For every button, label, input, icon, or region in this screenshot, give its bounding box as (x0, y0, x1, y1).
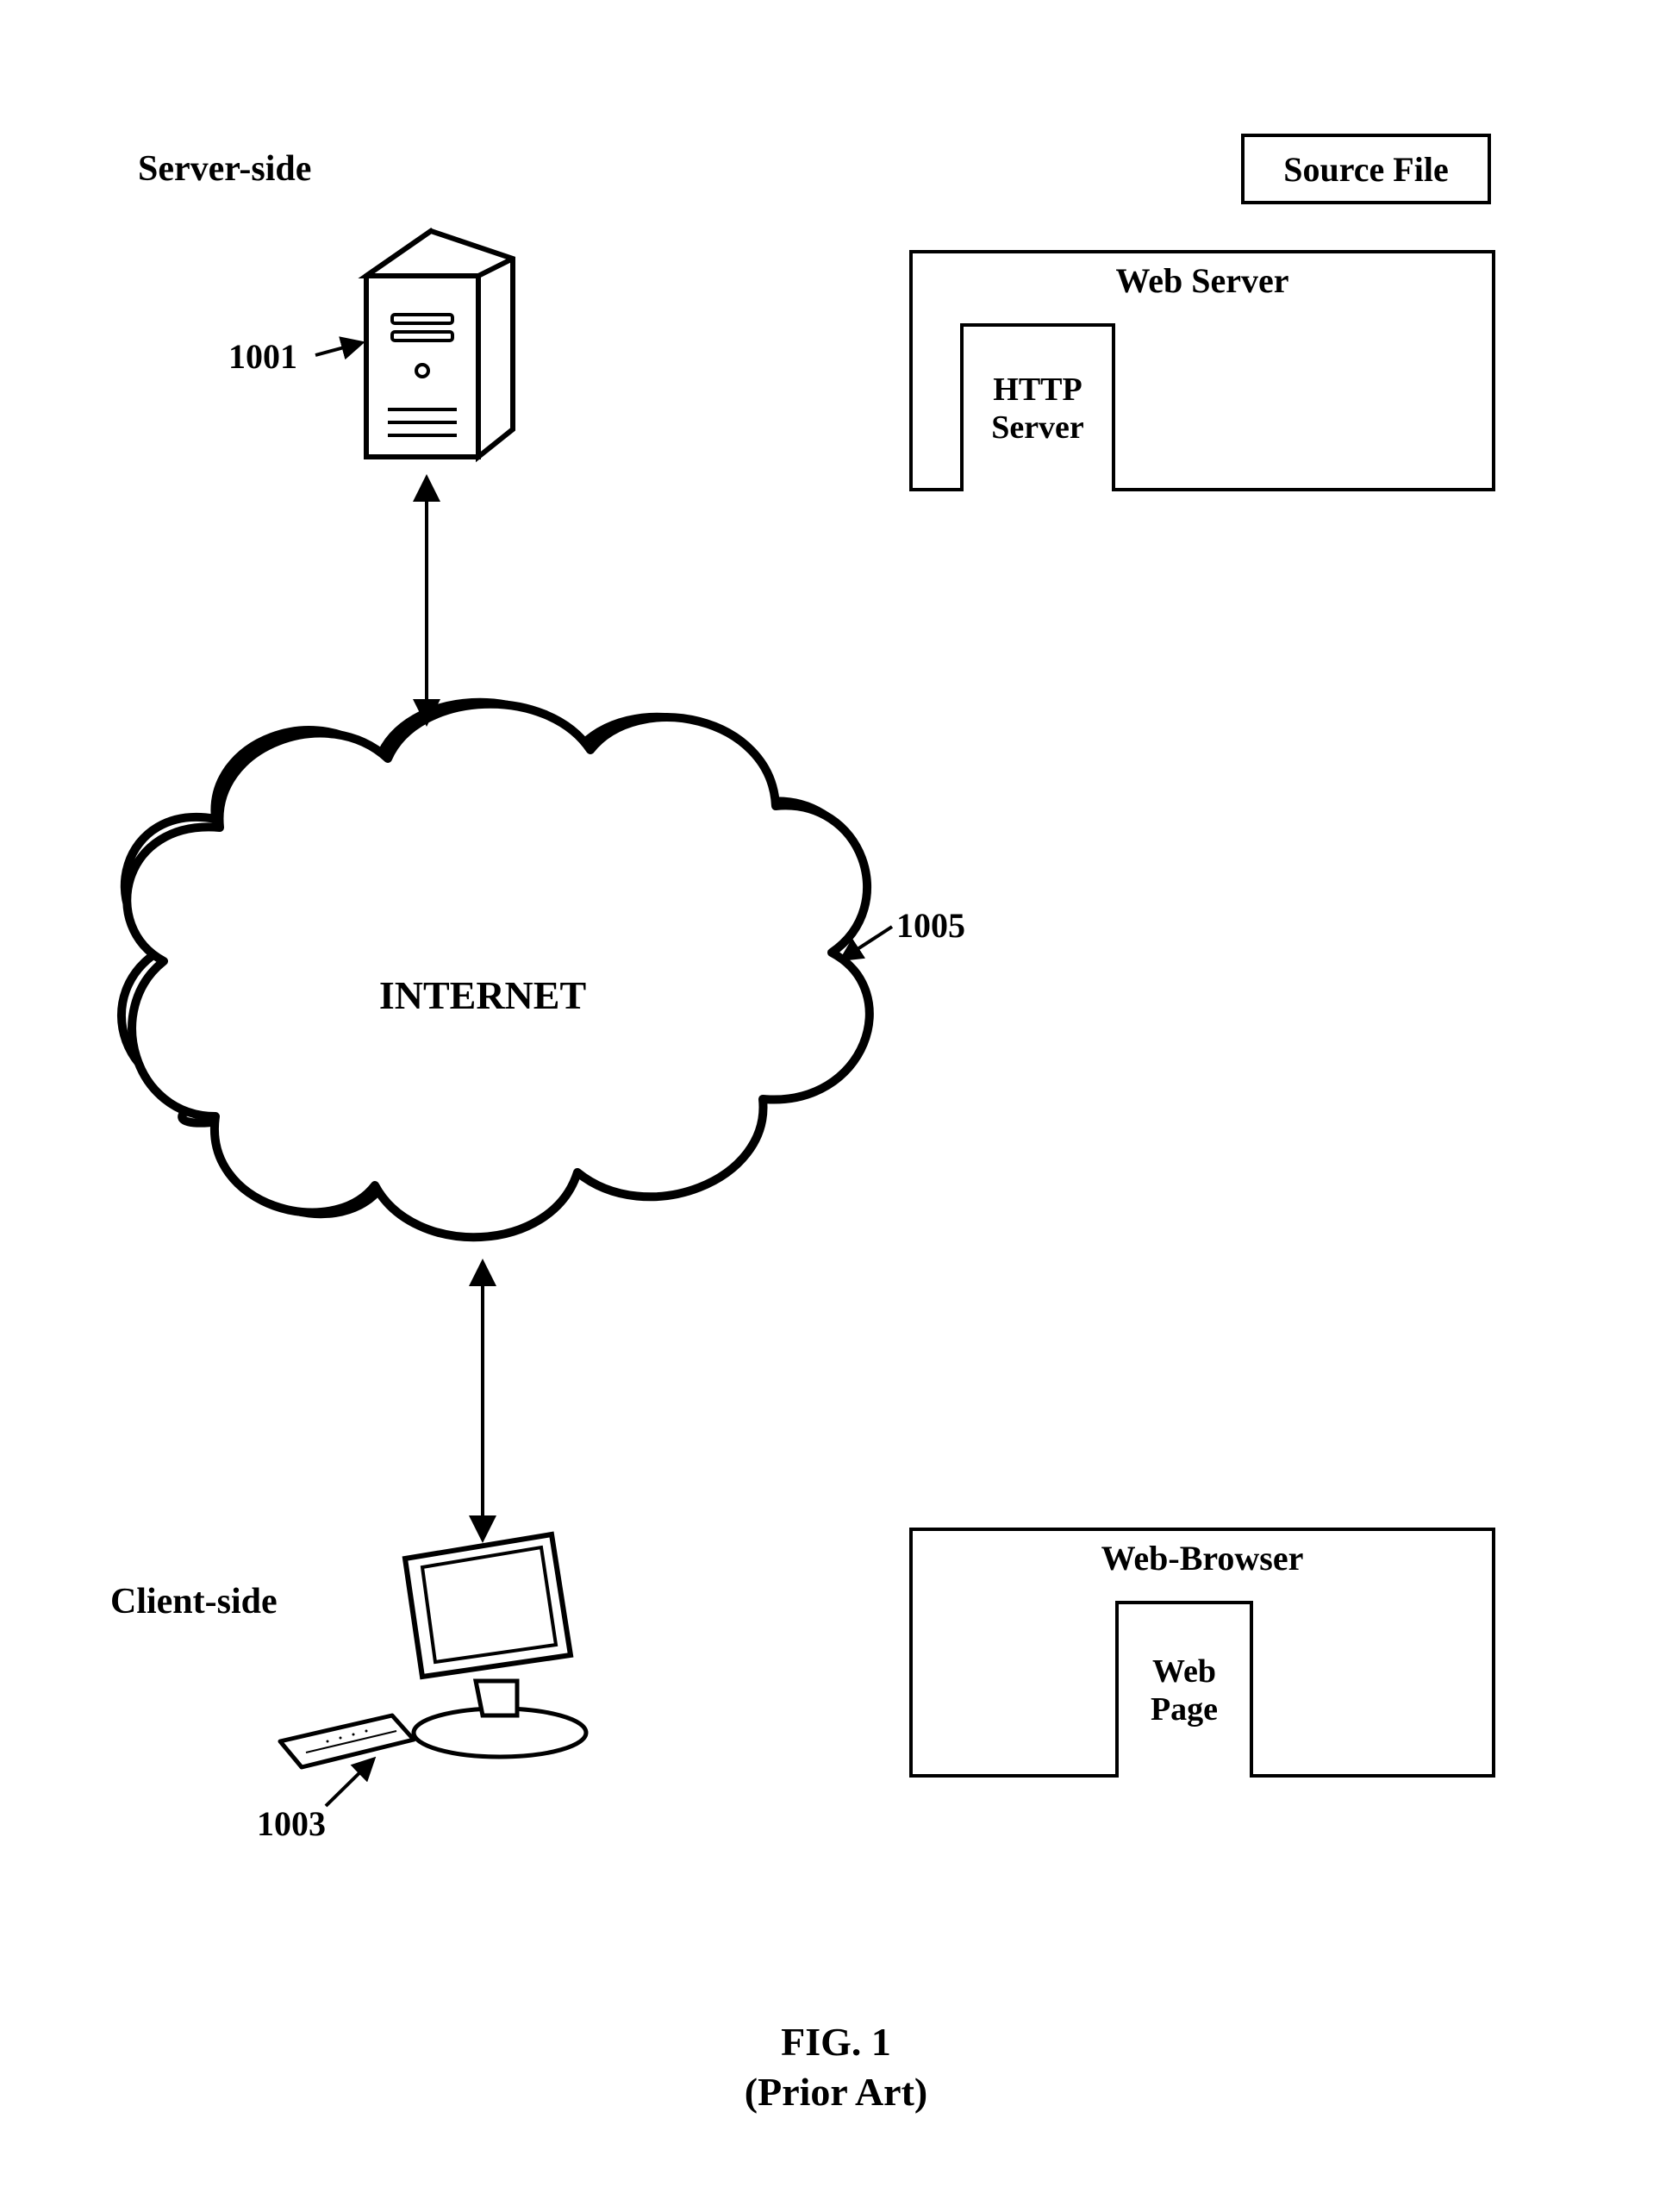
ref-1003-label: 1003 (257, 1803, 326, 1844)
source-file-label: Source File (1283, 149, 1448, 190)
source-file-box: Source File (1241, 134, 1491, 204)
ref-1001-arrow (315, 343, 360, 355)
web-server-box: Web Server HTTP Server (909, 250, 1495, 491)
http-server-box: HTTP Server (960, 323, 1115, 491)
ref-1001-label: 1001 (228, 336, 297, 377)
web-page-line2: Page (1151, 1691, 1218, 1729)
server-side-label: Server-side (138, 148, 311, 190)
figure-caption: FIG. 1 (Prior Art) (0, 2017, 1672, 2116)
http-server-line2: Server (991, 409, 1084, 447)
ref-1005-label: 1005 (896, 905, 965, 946)
server-icon (366, 231, 513, 457)
http-server-line1: HTTP (993, 372, 1082, 409)
figure-caption-line1: FIG. 1 (0, 2017, 1672, 2067)
web-browser-label: Web-Browser (913, 1538, 1492, 1578)
web-browser-box: Web-Browser Web Page (909, 1528, 1495, 1778)
client-side-label: Client-side (110, 1581, 278, 1622)
client-computer-icon (280, 1534, 586, 1767)
web-page-box: Web Page (1115, 1601, 1253, 1778)
web-server-label: Web Server (913, 260, 1492, 301)
figure-caption-line2: (Prior Art) (0, 2067, 1672, 2117)
web-page-line1: Web (1152, 1653, 1216, 1691)
ref-1003-arrow (326, 1760, 372, 1806)
internet-label: INTERNET (379, 973, 586, 1017)
